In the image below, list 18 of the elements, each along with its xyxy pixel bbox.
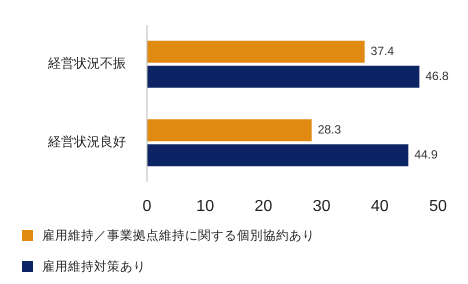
x-tick-label: 10	[196, 198, 214, 215]
data-label: 46.8	[425, 68, 450, 83]
x-tick-label: 0	[142, 198, 152, 215]
data-label: 44.9	[414, 147, 438, 162]
bar	[147, 144, 408, 166]
bar	[147, 40, 365, 63]
y-tick-label: 経営状況不振	[47, 56, 126, 71]
x-tick-label: 40	[370, 198, 389, 215]
bar	[147, 119, 312, 142]
x-tick-label: 50	[429, 198, 447, 215]
y-tick-label: 経営状況良好	[47, 134, 126, 150]
bar	[147, 66, 420, 88]
legend-label: 雇用維持／事業拠点維持に関する個別協約あり	[42, 227, 315, 242]
data-label: 28.3	[318, 122, 342, 136]
x-tick-label: 20	[254, 198, 272, 215]
legend-label: 雇用維持対策あり	[42, 258, 146, 274]
x-tick-label: 30	[312, 198, 331, 215]
data-label: 37.4	[370, 44, 394, 58]
